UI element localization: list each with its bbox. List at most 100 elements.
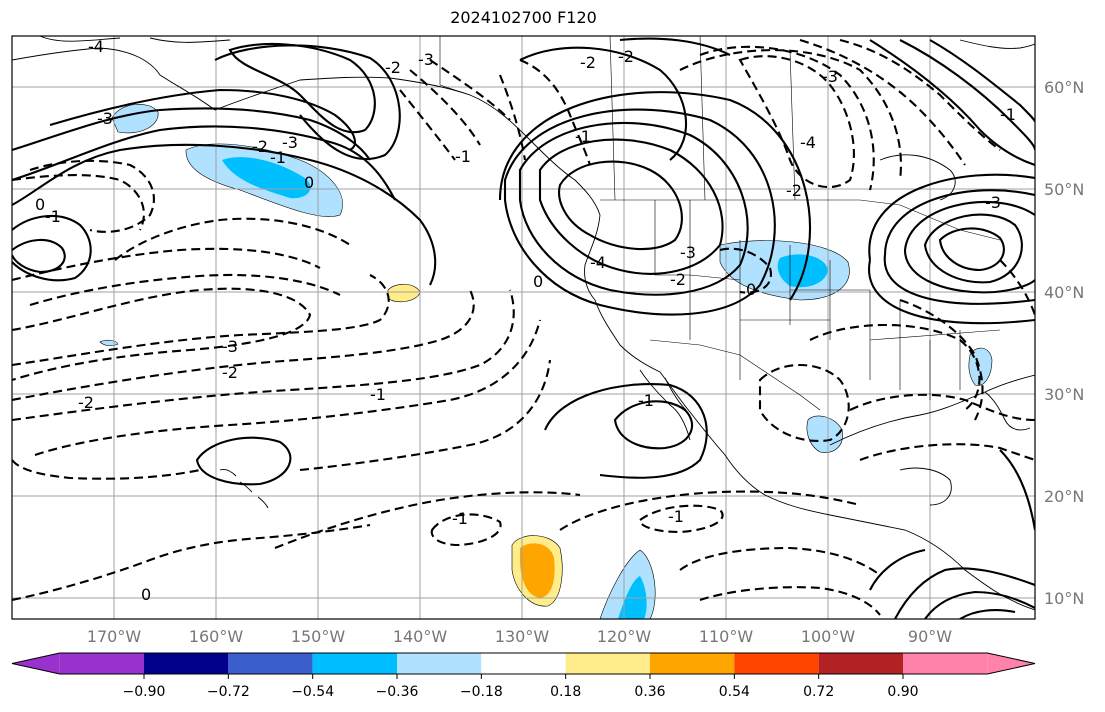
colorbar-outline [11, 652, 1036, 675]
contour-negative [12, 289, 475, 402]
shade-region [222, 157, 311, 199]
contour-negative [738, 55, 855, 189]
contour-positive [519, 46, 688, 161]
colorbar-tick-label: 0.72 [803, 684, 834, 700]
contour-positive [619, 37, 731, 56]
coastline-north-america [584, 214, 1035, 611]
contour-negative [849, 393, 1035, 422]
contour-label: -3 [282, 133, 298, 152]
contour-negative [559, 490, 861, 531]
lat-tick-label: 60°N [1044, 78, 1084, 97]
contour-positive [558, 160, 683, 251]
contour-label: -2 [385, 58, 401, 77]
map-area: -4 -3 -3 -2 -1 0 0 -1 -3 -2 -2 -1 -1 -1 … [12, 36, 1035, 619]
contour-negative [29, 273, 341, 307]
contour-positive [12, 107, 371, 161]
border-us-states [654, 200, 1001, 400]
lon-tick-label: 110°W [699, 627, 754, 646]
lon-tick-label: 160°W [189, 627, 244, 646]
coastline-yucatan [899, 467, 952, 506]
contour-positive [12, 238, 66, 274]
contour-negative [638, 504, 724, 534]
contour-label: -1 [270, 148, 286, 167]
colorbar-tick-label: 0.18 [550, 684, 581, 700]
contour-positive [544, 383, 708, 479]
contour-positive [49, 88, 356, 151]
contour-label: -3 [97, 109, 113, 128]
contour-label: -3 [222, 337, 238, 356]
lon-tick-label: 140°W [393, 627, 448, 646]
contour-negative [499, 59, 591, 166]
contour-positive [869, 39, 1035, 166]
contour-label: -4 [800, 133, 816, 152]
colorbar-segment [59, 653, 144, 674]
lon-tick-label: 130°W [495, 627, 550, 646]
coastline-baja [639, 369, 691, 441]
contour-negative [859, 443, 1035, 461]
border-us-canada [600, 199, 1001, 241]
contour-label: 0 [746, 280, 756, 299]
lon-tick-label: 120°W [597, 627, 652, 646]
colorbar-tick-label: −0.36 [376, 684, 419, 700]
contour-label: -1 [575, 127, 591, 146]
contour-positive [999, 449, 1035, 531]
contour-positive [924, 590, 1035, 619]
colorbar-tick-label: −0.72 [207, 684, 250, 700]
plot-title: 2024102700 F120 [450, 8, 597, 27]
contour-negative [679, 49, 902, 181]
contour-negative [12, 247, 321, 282]
contour-label: -3 [680, 243, 696, 262]
lon-tick-label: 100°W [801, 627, 856, 646]
lat-tick-label: 50°N [1044, 180, 1084, 199]
contour-negative [799, 38, 966, 166]
coastline-alaska-north [39, 36, 231, 43]
contours-dashed [12, 38, 1035, 616]
colorbar-extend-high [987, 653, 1035, 674]
map-frame [11, 35, 1036, 620]
colorbar-tick-label: 0.36 [634, 684, 665, 700]
contour-label: -1 [455, 147, 471, 166]
colorbar: −0.90 −0.72 −0.54 −0.36 −0.18 0.18 0.36 0.54 0.7… [11, 652, 1036, 700]
colorbar-segment [650, 653, 735, 674]
colorbar-tick-label: −0.54 [291, 684, 334, 700]
lon-tick-label: 150°W [291, 627, 346, 646]
colorbar-segment [481, 653, 566, 674]
contour-positive [923, 213, 1023, 284]
lat-tick-label: 10°N [1044, 589, 1084, 608]
contour-label: -4 [590, 253, 606, 272]
contour-label: -1 [452, 509, 468, 528]
contour-negative [899, 299, 984, 421]
latitude-ticks: 60°N 50°N 40°N 30°N 20°N 10°N [1044, 78, 1084, 608]
colorbar-segment [397, 653, 482, 674]
colorbar-segment [734, 653, 819, 674]
contour-label: -3 [822, 67, 838, 86]
coastline-greenland [959, 39, 1035, 49]
contour-negative [274, 491, 581, 549]
lat-tick-label: 40°N [1044, 283, 1084, 302]
graticule [12, 36, 1035, 619]
contour-positive [869, 548, 1016, 619]
contour-negative [12, 359, 552, 480]
contour-label: -2 [670, 270, 686, 289]
contour-negative [699, 45, 875, 191]
contour-label: -1 [638, 391, 654, 410]
contour-negative [12, 287, 312, 382]
coastline-hawaii [219, 469, 269, 509]
contour-negative [999, 259, 1035, 316]
colorbar-tick-label: −0.90 [123, 684, 166, 700]
contour-positive [613, 400, 694, 450]
contour-label: -2 [618, 47, 634, 66]
contour-negative [12, 274, 390, 367]
colorbar-segment [565, 653, 650, 674]
contour-label: 0 [35, 195, 45, 214]
contour-positive [938, 227, 1005, 272]
contour-positive [12, 214, 92, 282]
coastline-florida [984, 391, 1031, 431]
contour-negative [719, 247, 773, 294]
coastline-gulf [829, 374, 1035, 446]
coastline-alaska [12, 47, 601, 216]
colorbar-segment [818, 653, 903, 674]
contour-negative [12, 174, 351, 261]
lon-tick-label: 170°W [87, 627, 142, 646]
